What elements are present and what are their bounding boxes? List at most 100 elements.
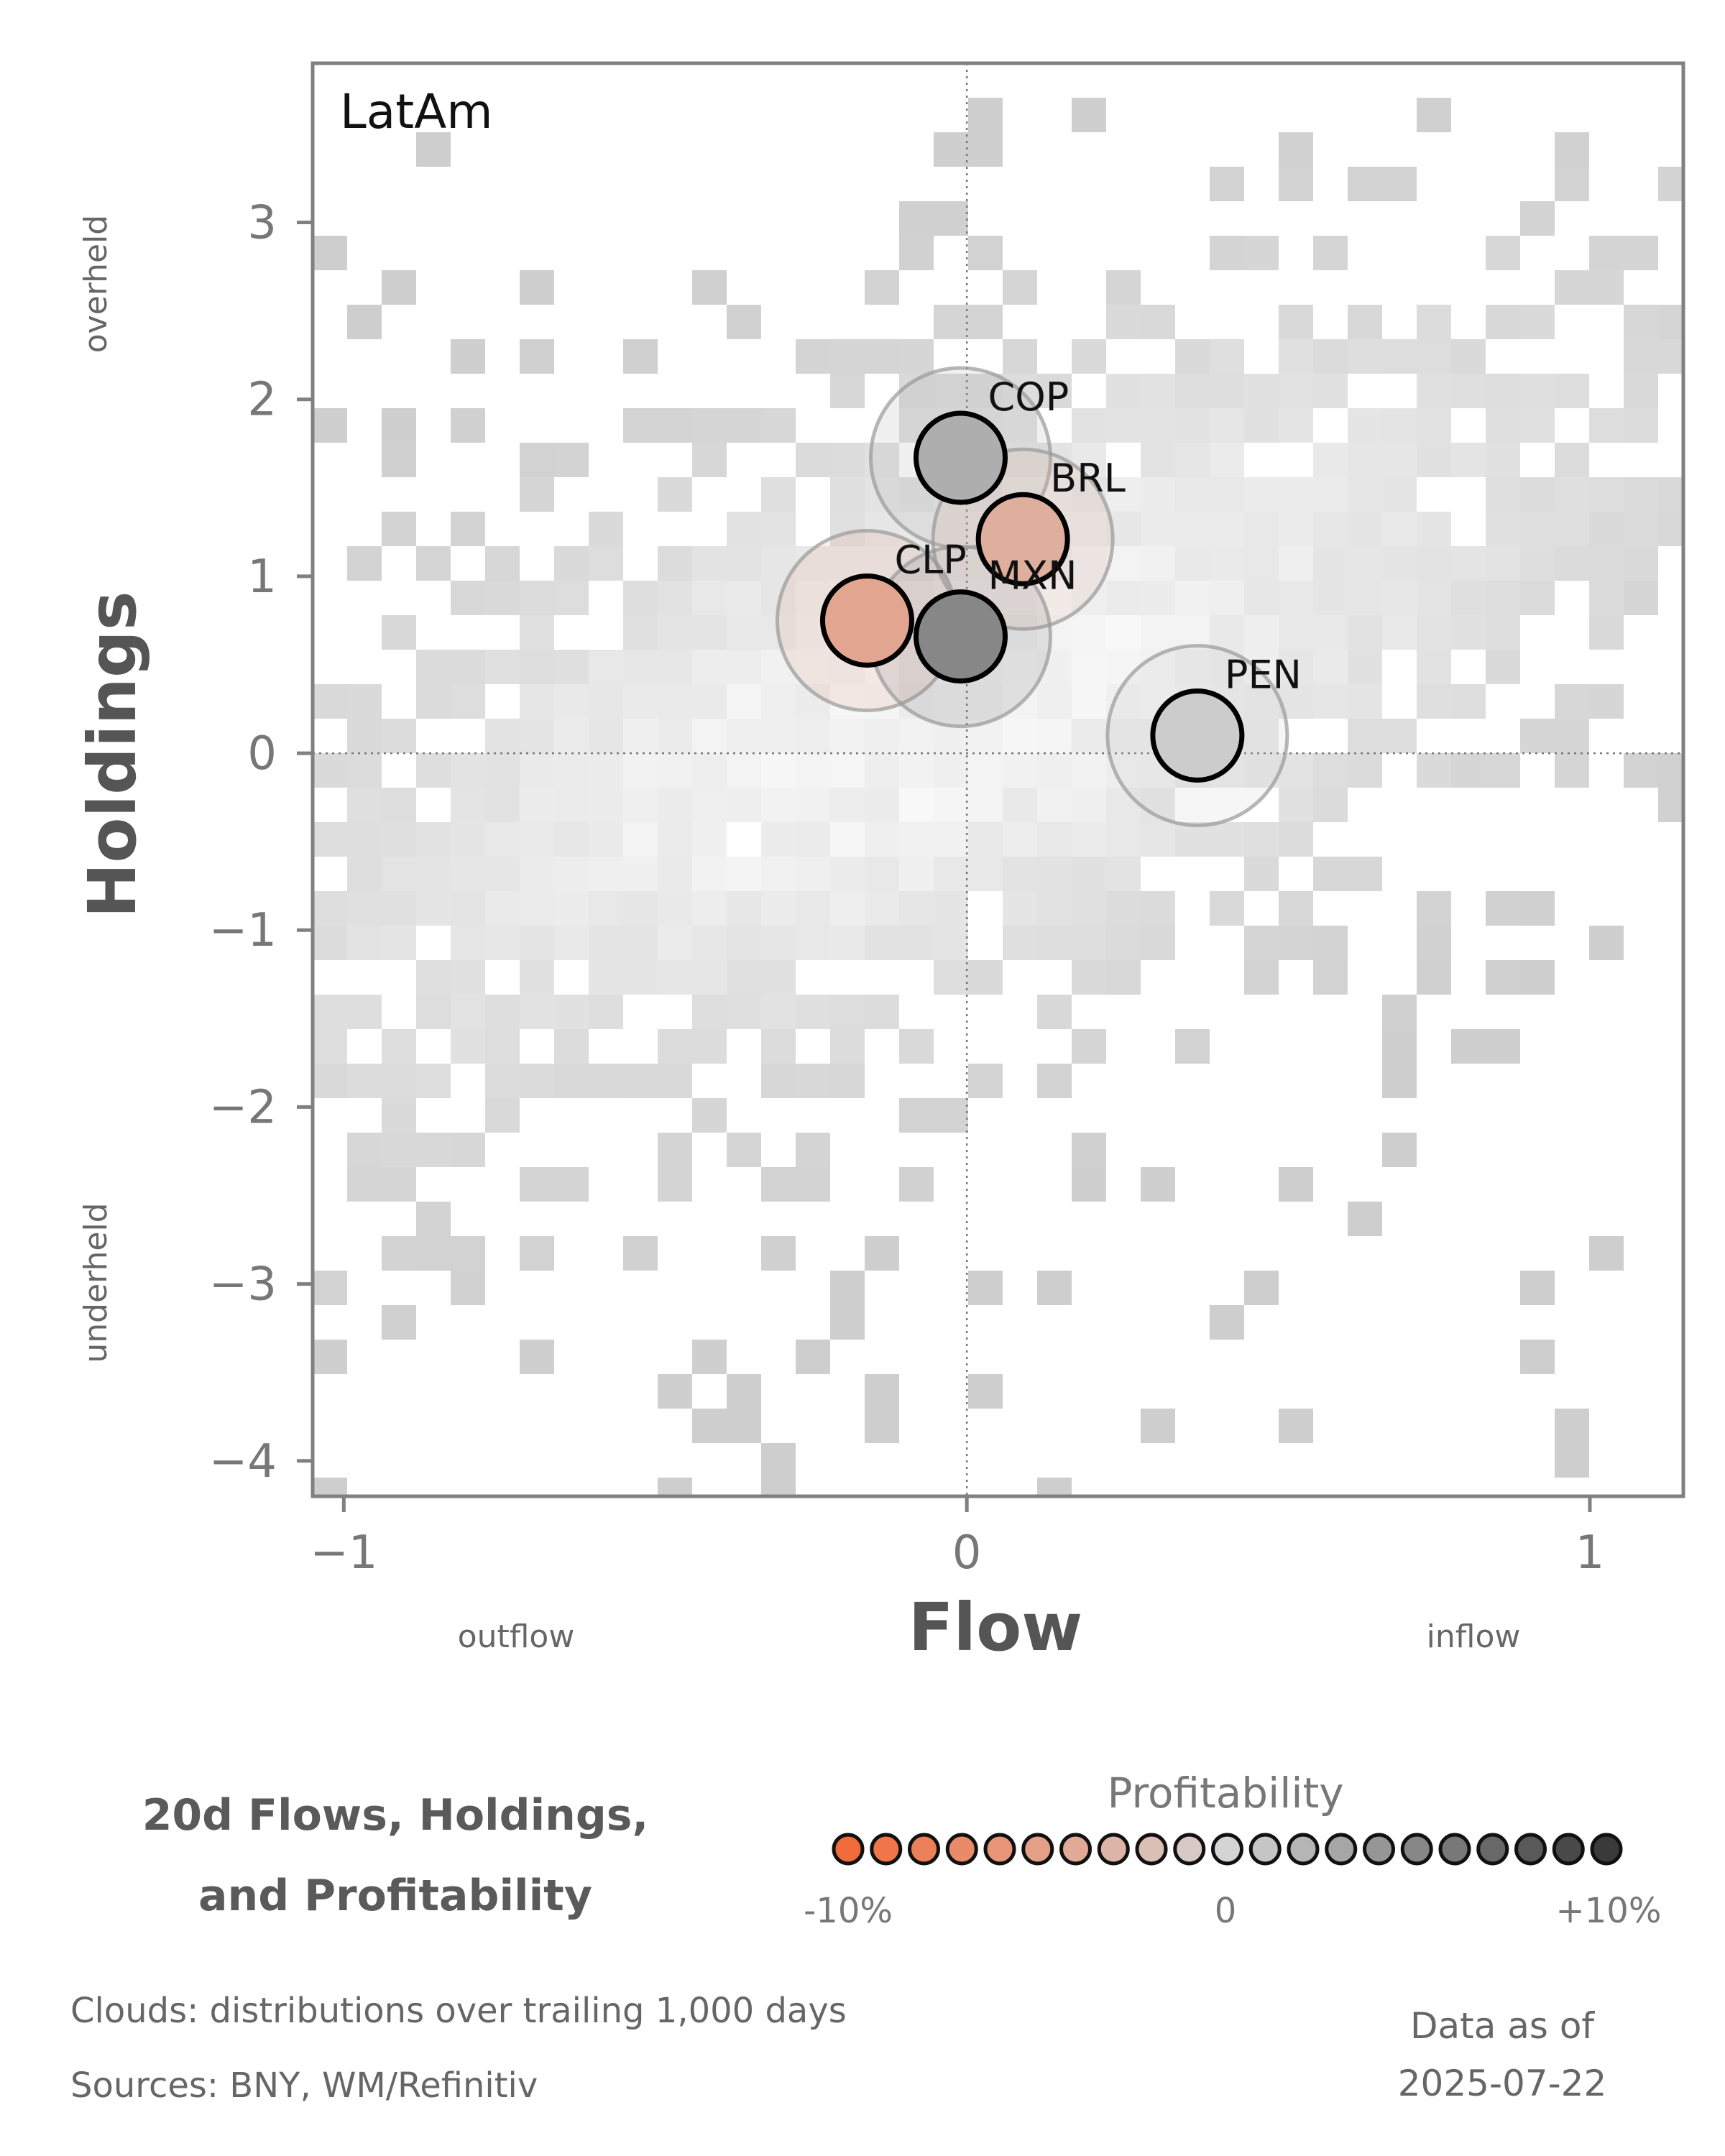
cloud-cell	[1244, 512, 1279, 546]
legend-min-label: -10%	[804, 1891, 893, 1931]
cloud-cell	[830, 822, 865, 857]
cloud-cell	[623, 1064, 658, 1098]
cloud-cell	[1106, 926, 1141, 960]
cloud-cell	[1555, 270, 1589, 305]
cloud-cell	[1210, 546, 1244, 581]
cloud-cell	[1279, 305, 1313, 339]
cloud-cell	[1037, 615, 1072, 650]
cloud-cell	[520, 995, 554, 1029]
cloud-cell	[1244, 408, 1279, 443]
cloud-cell	[1486, 374, 1520, 408]
cloud-cell	[658, 753, 692, 788]
cloud-cell	[1210, 408, 1244, 443]
cloud-cell	[1003, 270, 1037, 305]
cloud-cell	[347, 305, 382, 339]
cloud-cell	[1141, 546, 1175, 581]
cloud-cell	[692, 926, 727, 960]
cloud-cell	[1589, 926, 1624, 960]
cloud-cell	[416, 650, 451, 684]
cloud-cell	[554, 546, 589, 581]
cloud-cell	[1210, 512, 1244, 546]
cloud-cell	[830, 891, 865, 926]
cloud-cell	[761, 1029, 796, 1064]
cloud-cell	[727, 581, 761, 615]
cloud-cell	[1451, 339, 1486, 374]
cloud-cell	[1072, 960, 1106, 995]
cloud-cell	[589, 926, 623, 960]
cloud-cell	[761, 1236, 796, 1271]
cloud-cell	[1072, 684, 1106, 719]
cloud-cell	[520, 1340, 554, 1374]
cloud-cell	[1037, 684, 1072, 719]
cloud-cell	[347, 546, 382, 581]
cloud-cell	[1037, 1064, 1072, 1098]
cloud-cell	[865, 1409, 899, 1443]
cloud-cell	[692, 581, 727, 615]
legend-dot	[1135, 1833, 1168, 1866]
cloud-cell	[1555, 1409, 1589, 1443]
legend-title: Profitability	[1107, 1769, 1343, 1818]
cloud-cell	[1313, 684, 1348, 719]
cloud-cell	[1313, 960, 1348, 995]
cloud-cell	[589, 995, 623, 1029]
cloud-cell	[899, 753, 934, 788]
cloud-cell	[347, 1064, 382, 1098]
point-label-clp: CLP	[894, 537, 966, 582]
cloud-cell	[1037, 1478, 1072, 1496]
cloud-cell	[968, 857, 1003, 891]
cloud-cell	[623, 857, 658, 891]
cloud-cell	[589, 512, 623, 546]
cloud-cell	[1279, 581, 1313, 615]
legend-dot	[1363, 1833, 1395, 1866]
cloud-cell	[1555, 443, 1589, 477]
cloud-cell	[1451, 581, 1486, 615]
cloud-cell	[1141, 891, 1175, 926]
cloud-cell	[347, 1133, 382, 1167]
cloud-cell	[1003, 650, 1037, 684]
cloud-cell	[934, 374, 968, 408]
cloud-cell	[1244, 926, 1279, 960]
cloud-cell	[451, 581, 485, 615]
cloud-cell	[727, 650, 761, 684]
cloud-cell	[1313, 443, 1348, 477]
cloud-cell	[727, 546, 761, 581]
cloud-cell	[554, 995, 589, 1029]
cloud-cell	[416, 960, 451, 995]
cloud-cell	[830, 1305, 865, 1340]
cloud-cell	[1279, 615, 1313, 650]
cloud-cell	[1141, 408, 1175, 443]
cloud-cell	[658, 650, 692, 684]
cloud-cell	[1417, 926, 1451, 960]
cloud-cell	[1486, 236, 1520, 270]
cloud-cell	[520, 1167, 554, 1202]
cloud-cell	[382, 926, 416, 960]
cloud-cell	[1658, 753, 1683, 788]
cloud-cell	[313, 995, 347, 1029]
cloud-cell	[1417, 581, 1451, 615]
cloud-cell	[623, 891, 658, 926]
cloud-cell	[520, 719, 554, 753]
cloud-cell	[830, 339, 865, 374]
cloud-cell	[761, 788, 796, 822]
cloud-cell	[830, 1064, 865, 1098]
point-labels: COP BRL CLP MXN PEN	[894, 374, 1301, 697]
cloud-cell	[1348, 684, 1382, 719]
cloud-cell	[382, 270, 416, 305]
cloud-cell	[485, 1029, 520, 1064]
cloud-cell	[899, 822, 934, 857]
cloud-cell	[796, 891, 830, 926]
cloud-cell	[1520, 960, 1555, 995]
cloud-cell	[1520, 719, 1555, 753]
cloud-cell	[1313, 788, 1348, 822]
cloud-cell	[1106, 477, 1141, 512]
cloud-cell	[761, 960, 796, 995]
cloud-cell	[1486, 1029, 1520, 1064]
cloud-cell	[1072, 546, 1106, 581]
cloud-cell	[796, 788, 830, 822]
cloud-cell	[830, 684, 865, 719]
cloud-cell	[1244, 822, 1279, 857]
cloud-cell	[623, 960, 658, 995]
cloud-cell	[1520, 201, 1555, 236]
y-tick-label: 0	[247, 727, 277, 780]
cloud-cell	[1451, 684, 1486, 719]
